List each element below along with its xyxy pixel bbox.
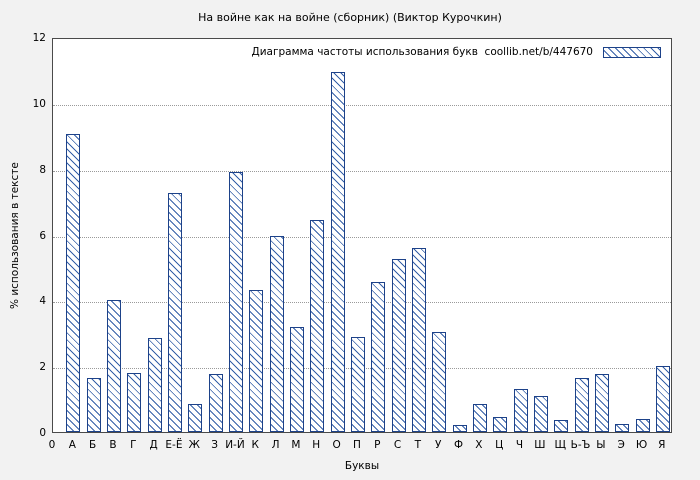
x-tick-label: Д	[149, 439, 158, 451]
x-tick-label: Ш	[534, 439, 546, 451]
x-tick-label: С	[393, 439, 402, 451]
x-tick-label: Н	[312, 439, 321, 451]
bar-К	[249, 290, 264, 432]
x-tick-label: В	[109, 439, 117, 451]
x-tick-label: Щ	[554, 439, 566, 451]
bar-Я	[655, 366, 670, 432]
y-tick-label: 0	[39, 427, 46, 439]
y-tick-label: 12	[32, 32, 46, 44]
x-tick-label: Э	[617, 439, 625, 451]
bar-Ф	[452, 425, 467, 432]
bar-Л	[269, 236, 284, 432]
bar-Т	[411, 247, 426, 432]
x-tick-label: Ф	[454, 439, 464, 451]
plot-area: Диаграмма частоты использования букв coo…	[52, 38, 672, 433]
y-tick-label: 4	[39, 295, 46, 308]
gridline	[53, 236, 671, 238]
bar-О	[330, 71, 345, 432]
x-tick-label: Б	[89, 439, 97, 451]
x-tick-labels: 0 А Б В Г Д Е-Ё Ж З И-Й К Л М Н О П Р С Т У Ф Х Ц Ч Ш Щ Ь-Ъ Ы Э Ю Я	[48, 439, 672, 453]
x-tick-label: И-Й	[225, 439, 245, 451]
bar-Д	[147, 338, 162, 432]
y-tick-label: 8	[39, 163, 46, 176]
x-tick-label: К	[251, 439, 259, 451]
x-tick-label: Т	[414, 439, 422, 451]
x-tick-label: Л	[271, 439, 280, 451]
bar-С	[391, 259, 406, 432]
bar-Ж	[188, 404, 203, 432]
x-tick-label: Ь-Ъ	[570, 439, 591, 451]
bar-Ц	[493, 417, 508, 432]
bar-Ч	[513, 389, 528, 432]
x-tick-label: З	[211, 439, 218, 451]
bar-Е-Ё	[167, 193, 182, 432]
bar-А	[66, 134, 81, 432]
bar-П	[350, 336, 365, 432]
x-tick-label: М	[291, 439, 301, 451]
legend-label: Диаграмма частоты использования букв coo…	[251, 46, 593, 58]
bar-Ю	[635, 418, 650, 432]
bar-Г	[127, 372, 142, 432]
x-tick-label: Г	[130, 439, 137, 451]
legend-swatch	[603, 46, 661, 58]
bar-Х	[472, 404, 487, 432]
x-tick-label: Ы	[596, 439, 606, 451]
bar-Н	[310, 219, 325, 432]
bar-Ш	[533, 395, 548, 432]
bar-series	[53, 39, 671, 432]
x-tick-label: Ж	[188, 439, 200, 451]
bar-Б	[86, 377, 101, 432]
bar-З	[208, 374, 223, 432]
y-tick-label: 6	[39, 229, 46, 242]
gridline	[53, 302, 671, 304]
y-tick-label: 2	[39, 361, 46, 374]
x-tick-label: Х	[475, 439, 483, 451]
bar-У	[432, 331, 447, 432]
x-tick-label: Я	[658, 439, 666, 451]
bar-Р	[371, 282, 386, 432]
x-tick-label: Ч	[515, 439, 524, 451]
y-tick-label: 10	[32, 97, 46, 110]
x-tick-label: А	[68, 439, 76, 451]
x-tick-label: Ю	[635, 439, 648, 451]
x-tick-label: У	[435, 439, 442, 451]
x-tick-label: Р	[374, 439, 381, 451]
gridline	[53, 104, 671, 106]
chart-title: На войне как на войне (сборник) (Виктор …	[198, 11, 502, 24]
bar-И-Й	[228, 171, 243, 432]
bar-Щ	[554, 420, 569, 432]
bar-Ь-Ъ	[574, 377, 589, 432]
bar-Ы	[594, 374, 609, 432]
gridline	[53, 170, 671, 172]
bar-В	[106, 299, 121, 432]
bar-Э	[615, 423, 630, 432]
x-axis-title: Буквы	[344, 460, 380, 472]
x-tick-label: Е-Ё	[165, 439, 183, 451]
x-tick-label: П	[352, 439, 361, 451]
legend: Диаграмма частоты использования букв coo…	[252, 46, 661, 58]
x-origin-label: 0	[48, 439, 56, 451]
bar-М	[289, 326, 304, 432]
x-tick-label: О	[332, 439, 341, 451]
x-tick-label: Ц	[495, 439, 504, 451]
